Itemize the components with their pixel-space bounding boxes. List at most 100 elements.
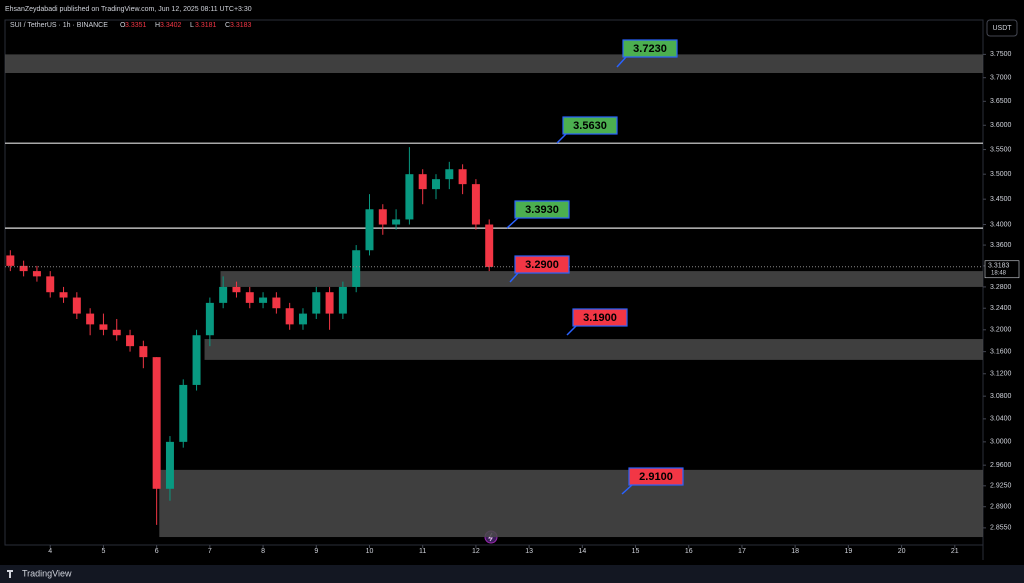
annotation-pointer (509, 272, 519, 283)
candle-body (72, 297, 81, 314)
x-tick-label: 12 (472, 548, 480, 555)
x-tick-label: 6 (155, 548, 159, 555)
annotation-box (572, 308, 628, 327)
ohlc-value: 3.3181 (195, 22, 217, 29)
y-tick-label: 3.2800 (990, 284, 1012, 291)
x-tick-label: 18 (791, 548, 799, 555)
y-tick-label: 3.3600 (990, 242, 1012, 249)
x-tick-label: 8 (261, 548, 265, 555)
annotation-label: 3.2900 (525, 259, 559, 271)
brand-logo (7, 570, 13, 578)
candle-body (152, 357, 161, 489)
annotation-pointer (616, 56, 627, 68)
candle-body (192, 335, 201, 385)
candle-body (352, 250, 361, 287)
x-tick-label: 20 (898, 548, 906, 555)
footer-bar (0, 565, 1024, 583)
candle-body (405, 174, 414, 220)
annotation-label: 3.7230 (633, 43, 667, 55)
candle-body (285, 308, 294, 325)
ohlc-value: 3.3183 (230, 22, 252, 29)
x-tick-label: 11 (419, 548, 426, 555)
zone (5, 54, 983, 74)
annotation-box (622, 39, 678, 58)
candle-body (32, 271, 41, 277)
publisher: EhsanZeydabadi published on TradingView.… (5, 6, 252, 13)
y-tick-label: 2.8550 (990, 525, 1012, 532)
candle-body (245, 292, 254, 303)
candle-body (126, 335, 135, 347)
y-tick-label: 3.0000 (990, 439, 1012, 446)
annotation-label: 2.9100 (639, 471, 673, 483)
y-tick-label: 3.0400 (990, 416, 1012, 423)
y-tick-label: 3.6500 (990, 98, 1012, 105)
candle-body (205, 302, 214, 336)
y-tick-label: 3.2000 (990, 327, 1012, 334)
y-tick-label: 3.6000 (990, 122, 1012, 129)
candle-body (19, 265, 28, 272)
annotation-pointer (621, 484, 633, 495)
currency-button[interactable] (986, 19, 1018, 37)
candle-body (432, 179, 440, 190)
y-tick-label: 3.2400 (990, 305, 1012, 312)
zone (159, 469, 984, 538)
candle-body (392, 219, 401, 225)
x-tick-label: 13 (525, 548, 533, 555)
ohlc-label: C (225, 22, 230, 29)
candle-body (458, 169, 467, 185)
y-tick-label: 3.4500 (990, 196, 1012, 203)
annotation-label: 3.5630 (573, 120, 607, 132)
candle-body (312, 292, 321, 314)
y-tick-label: 2.8900 (990, 504, 1012, 511)
candle-body (338, 286, 347, 314)
x-tick-label: 19 (844, 548, 852, 555)
x-tick-label: 9 (314, 548, 318, 555)
x-tick-label: 17 (738, 548, 746, 555)
y-tick-label: 3.4000 (990, 221, 1012, 228)
ohlc-value: 3.3402 (160, 22, 182, 29)
candle-body (272, 297, 281, 309)
candle-body (86, 313, 95, 325)
ohlc-label: O (120, 22, 126, 29)
annotation-pointer (506, 217, 519, 229)
y-tick-label: 3.0800 (990, 393, 1012, 400)
candle-body (6, 255, 15, 266)
annotation-box (628, 467, 684, 486)
y-tick-label: 2.9600 (990, 462, 1012, 469)
candle-body (99, 324, 108, 330)
currency: USDT (992, 25, 1012, 32)
countdown: 18:48 (991, 270, 1007, 276)
last-price-label: 3.3183 (988, 263, 1010, 270)
candle-body (325, 292, 334, 314)
y-tick-label: 3.5500 (990, 146, 1012, 153)
symbol-title: SUI / TetherUS · 1h · BINANCE (10, 22, 108, 29)
candle-body (232, 286, 241, 293)
candle-body (298, 313, 307, 325)
candle-body (59, 292, 68, 298)
x-tick-label: 15 (632, 548, 640, 555)
annotation-box (514, 255, 570, 274)
candle-body (165, 441, 174, 489)
candle-body (219, 286, 228, 303)
zone (204, 339, 983, 360)
x-tick-label: 21 (951, 548, 959, 555)
annotation-box (562, 116, 618, 135)
x-tick-label: 14 (578, 548, 586, 555)
candle-body (112, 329, 121, 336)
last-price-marker (984, 260, 1020, 279)
y-tick-label: 3.7000 (990, 75, 1012, 82)
brand: TradingView (22, 568, 72, 578)
candle-body (46, 276, 55, 293)
annotation-box (514, 200, 570, 219)
candle-body (179, 384, 188, 442)
x-tick-label: 7 (208, 548, 212, 555)
x-tick-label: 5 (101, 548, 105, 555)
annotation-label: 3.1900 (583, 312, 617, 324)
x-tick-label: 10 (366, 548, 374, 555)
ohlc-label: H (155, 22, 160, 29)
candle-body (259, 297, 268, 303)
candle-body (378, 209, 387, 225)
annotation-pointer (556, 133, 567, 144)
y-tick-label: 3.7500 (990, 51, 1012, 58)
zone (220, 271, 983, 287)
